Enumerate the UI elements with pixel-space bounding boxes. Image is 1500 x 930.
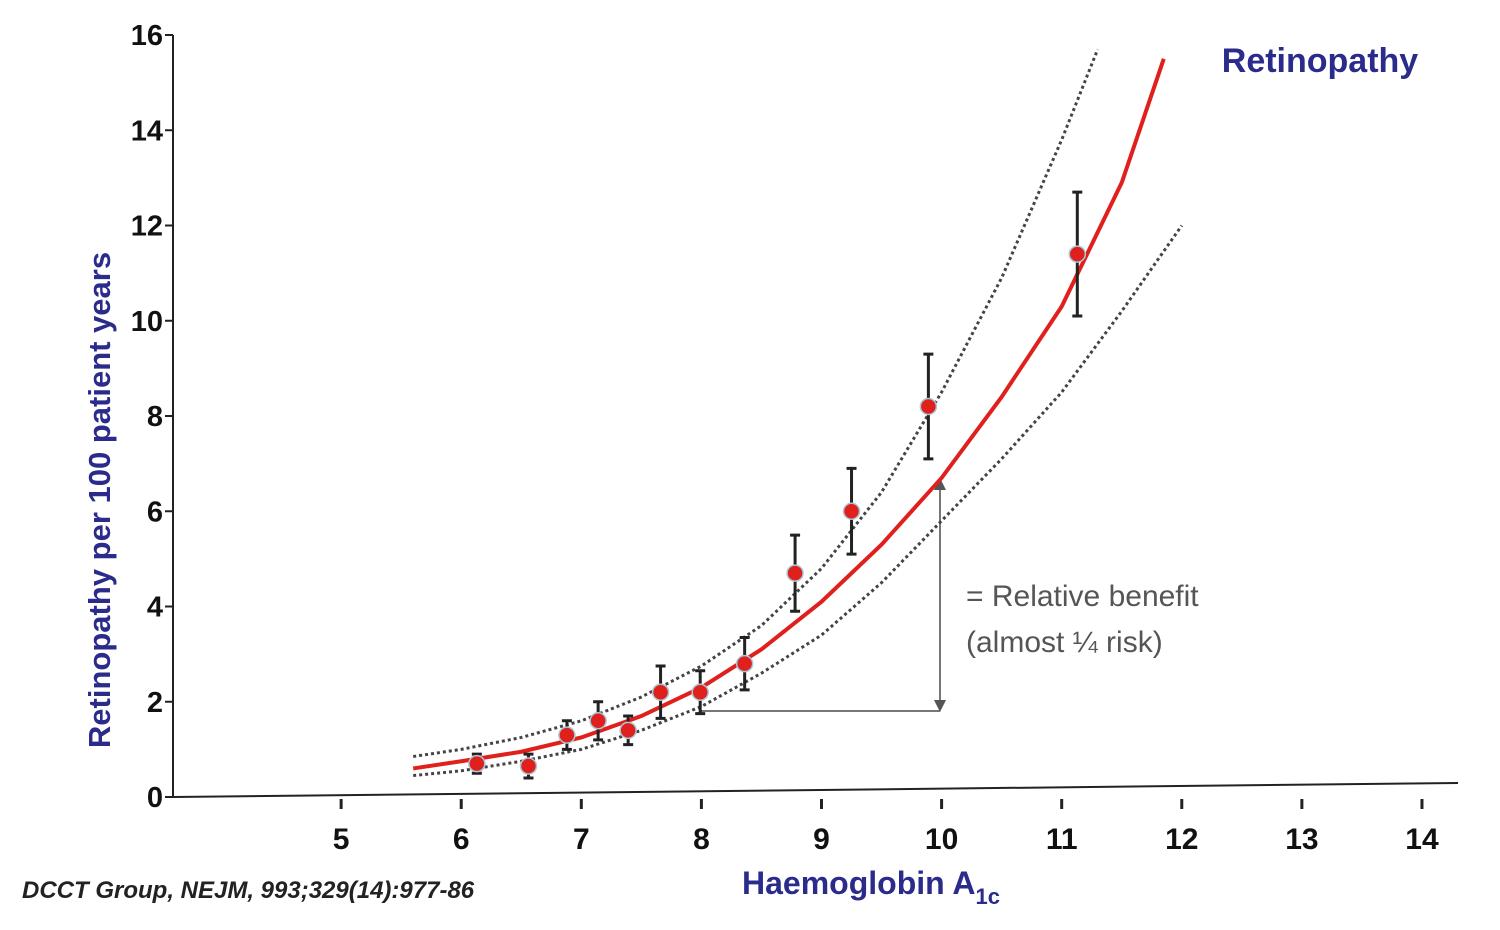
x-tick-label: 5 — [333, 823, 350, 856]
annotation: (almost ¼ risk) — [966, 626, 1163, 659]
chart-title: Retinopathy — [1222, 42, 1419, 80]
y-tick-label: 0 — [147, 782, 163, 814]
x-tick-label: 14 — [1405, 823, 1439, 856]
data-point — [468, 754, 486, 773]
data-point — [558, 726, 576, 744]
data-point — [691, 683, 709, 701]
data-point — [919, 397, 938, 416]
x-tick-label: 13 — [1285, 823, 1318, 856]
y-axis-label: Retinopathy per 100 patient years — [82, 252, 117, 748]
x-tick-label: 8 — [693, 823, 710, 856]
x-axis — [172, 782, 1459, 798]
y-tick-label: 4 — [147, 592, 163, 624]
data-point — [651, 683, 670, 701]
confidence-curve — [413, 224, 1184, 778]
x-tick-label: 10 — [925, 823, 958, 856]
x-tick-label: 12 — [1165, 823, 1198, 856]
annotation: = Relative benefit — [966, 580, 1199, 613]
y-tick-label: 16 — [131, 20, 163, 52]
data-point — [619, 721, 637, 740]
y-tick-label: 10 — [131, 306, 163, 338]
confidence-curve — [412, 48, 1100, 759]
source: DCCT Group, NEJM, 993;329(14):977-86 — [22, 877, 475, 904]
data-point — [519, 757, 538, 775]
x-axis-label-subscript: 1c — [975, 884, 999, 909]
y-tick-label: 2 — [147, 687, 163, 719]
data-point — [786, 564, 804, 582]
data-point — [589, 712, 607, 730]
data-point — [842, 502, 861, 520]
y-tick-label: 12 — [131, 211, 163, 243]
y-tick-label: 8 — [147, 401, 163, 433]
x-tick-label: 9 — [813, 823, 830, 856]
data-point — [735, 654, 754, 673]
fit-curve — [412, 58, 1166, 771]
x-tick-label: 11 — [1046, 823, 1078, 856]
y-tick-label: 6 — [147, 496, 163, 528]
y-tick-label: 14 — [131, 115, 163, 147]
x-axis-label-text: Haemoglobin A — [742, 865, 975, 901]
x-tick-label: 7 — [573, 823, 590, 856]
x-tick-label: 6 — [453, 823, 470, 856]
x-axis-label: Haemoglobin A1c — [742, 865, 1000, 909]
data-point — [1068, 245, 1087, 263]
